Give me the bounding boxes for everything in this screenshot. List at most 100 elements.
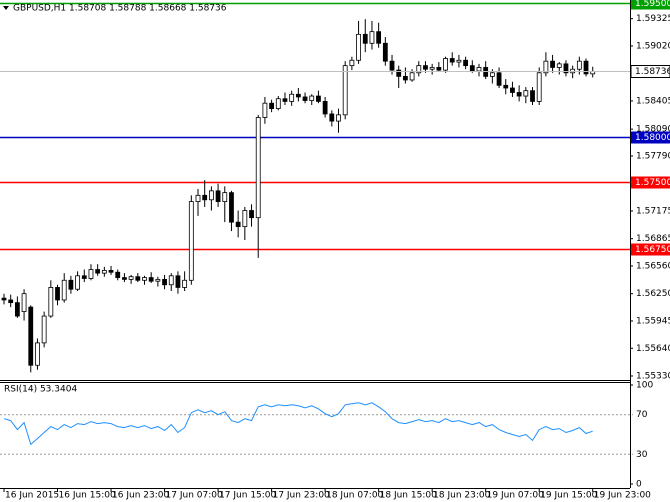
bid-label-box: [630, 65, 670, 78]
candle-body: [249, 210, 254, 219]
candle-body: [550, 60, 555, 68]
candle-body: [255, 117, 261, 219]
x-tick-label: 19 Jun 23:00: [594, 491, 651, 501]
candle-body: [302, 96, 308, 101]
candle-body: [476, 67, 482, 72]
candle-body: [382, 42, 388, 62]
candle-body: [322, 101, 328, 115]
candle-body: [516, 92, 522, 97]
candle-body: [275, 98, 281, 109]
candle-body: [88, 269, 94, 279]
candle-body: [396, 69, 402, 77]
candle-body: [75, 275, 80, 290]
x-tick-label: 18 Jun 07:00: [326, 491, 383, 501]
candle-body: [523, 90, 529, 97]
y-tick-label: 1.56560: [636, 261, 670, 271]
candle-body: [28, 306, 34, 366]
y-tick-label: 70: [636, 410, 648, 420]
candle-body: [115, 271, 121, 278]
candle-body: [316, 95, 321, 102]
candle-body: [242, 210, 248, 228]
candle-body: [409, 72, 415, 81]
candle-body: [222, 192, 228, 202]
candle-body: [168, 275, 174, 286]
candle-body: [182, 279, 188, 288]
candle-body: [349, 59, 355, 67]
candle-body: [362, 33, 368, 44]
candle-body: [503, 84, 509, 89]
x-tick-label: 17 Jun 23:00: [273, 491, 330, 501]
candle-body: [101, 270, 107, 274]
candle-body: [41, 315, 47, 344]
candle-body: [108, 270, 114, 273]
candle-body: [429, 67, 435, 70]
candle-body: [95, 269, 101, 274]
candle-body: [376, 31, 382, 44]
candle-body: [229, 192, 234, 223]
y-tick-label: 30: [636, 450, 648, 460]
candle-body: [463, 59, 469, 67]
candle-body: [188, 201, 194, 281]
indicator-title: RSI(14) 53.3404: [4, 385, 77, 395]
x-tick-label: 19 Jun 15:00: [540, 491, 597, 501]
candle-body: [142, 277, 147, 281]
candle-body: [61, 279, 67, 301]
candle-body: [496, 72, 502, 86]
dropdown-icon: [3, 6, 9, 10]
level-label-box: [631, 243, 670, 256]
candle-body: [436, 67, 442, 71]
x-tick-label: 18 Jun 23:00: [433, 491, 490, 501]
candle-body: [536, 72, 542, 102]
candle-body: [389, 60, 395, 71]
candle-body: [369, 31, 375, 44]
candle-body: [35, 342, 40, 366]
candle-body: [68, 279, 74, 290]
candle-body: [282, 98, 288, 102]
x-tick-label: 16 Jun 15:00: [59, 491, 116, 501]
x-tick-label: 17 Jun 15:00: [219, 491, 276, 501]
candle-body: [128, 276, 134, 280]
y-tick-label: 1.58090: [636, 125, 670, 135]
y-tick-label: 1.55945: [636, 316, 670, 326]
candle-body: [8, 299, 14, 304]
y-tick-label: 100: [636, 381, 653, 391]
candle-body: [289, 93, 295, 102]
candle-body: [530, 90, 535, 102]
rsi-line: [3, 402, 593, 446]
candle-body: [175, 275, 181, 288]
x-tick-label: 19 Jun 07:00: [487, 491, 544, 501]
candle-body: [456, 59, 462, 63]
candle-body: [329, 113, 335, 122]
y-tick-label: 1.56250: [636, 289, 670, 299]
candle-body: [295, 93, 301, 98]
candle-body: [309, 95, 315, 101]
candle-body: [449, 58, 455, 63]
candle-body: [443, 58, 448, 71]
level-label: 1.56750: [635, 245, 670, 255]
candle-body: [14, 302, 20, 317]
candle-body: [122, 277, 127, 280]
y-tick-label: 1.57175: [636, 206, 670, 216]
candle-body: [162, 278, 167, 286]
y-tick-label: 1.59020: [636, 41, 670, 51]
candle-body: [215, 190, 221, 202]
x-tick-label: 16 Jun 23:00: [112, 491, 169, 501]
candle-body: [510, 87, 515, 93]
candle-body: [269, 102, 275, 109]
candle-body: [195, 194, 201, 202]
candle-body: [262, 102, 268, 118]
candle-body: [563, 63, 569, 74]
candle-body: [81, 275, 87, 279]
level-label: 1.58000: [635, 133, 670, 143]
candle-body: [21, 293, 27, 312]
y-tick-label: 1.57790: [636, 151, 670, 161]
candle-body: [135, 276, 141, 281]
y-tick-label: 1.59325: [636, 14, 670, 24]
candle-body: [543, 60, 549, 74]
y-tick-label: 1.55640: [636, 344, 670, 354]
candle-body: [208, 190, 214, 201]
candle-body: [423, 65, 428, 70]
candle-body: [1, 297, 7, 301]
y-tick-label: 1.58405: [636, 96, 670, 106]
